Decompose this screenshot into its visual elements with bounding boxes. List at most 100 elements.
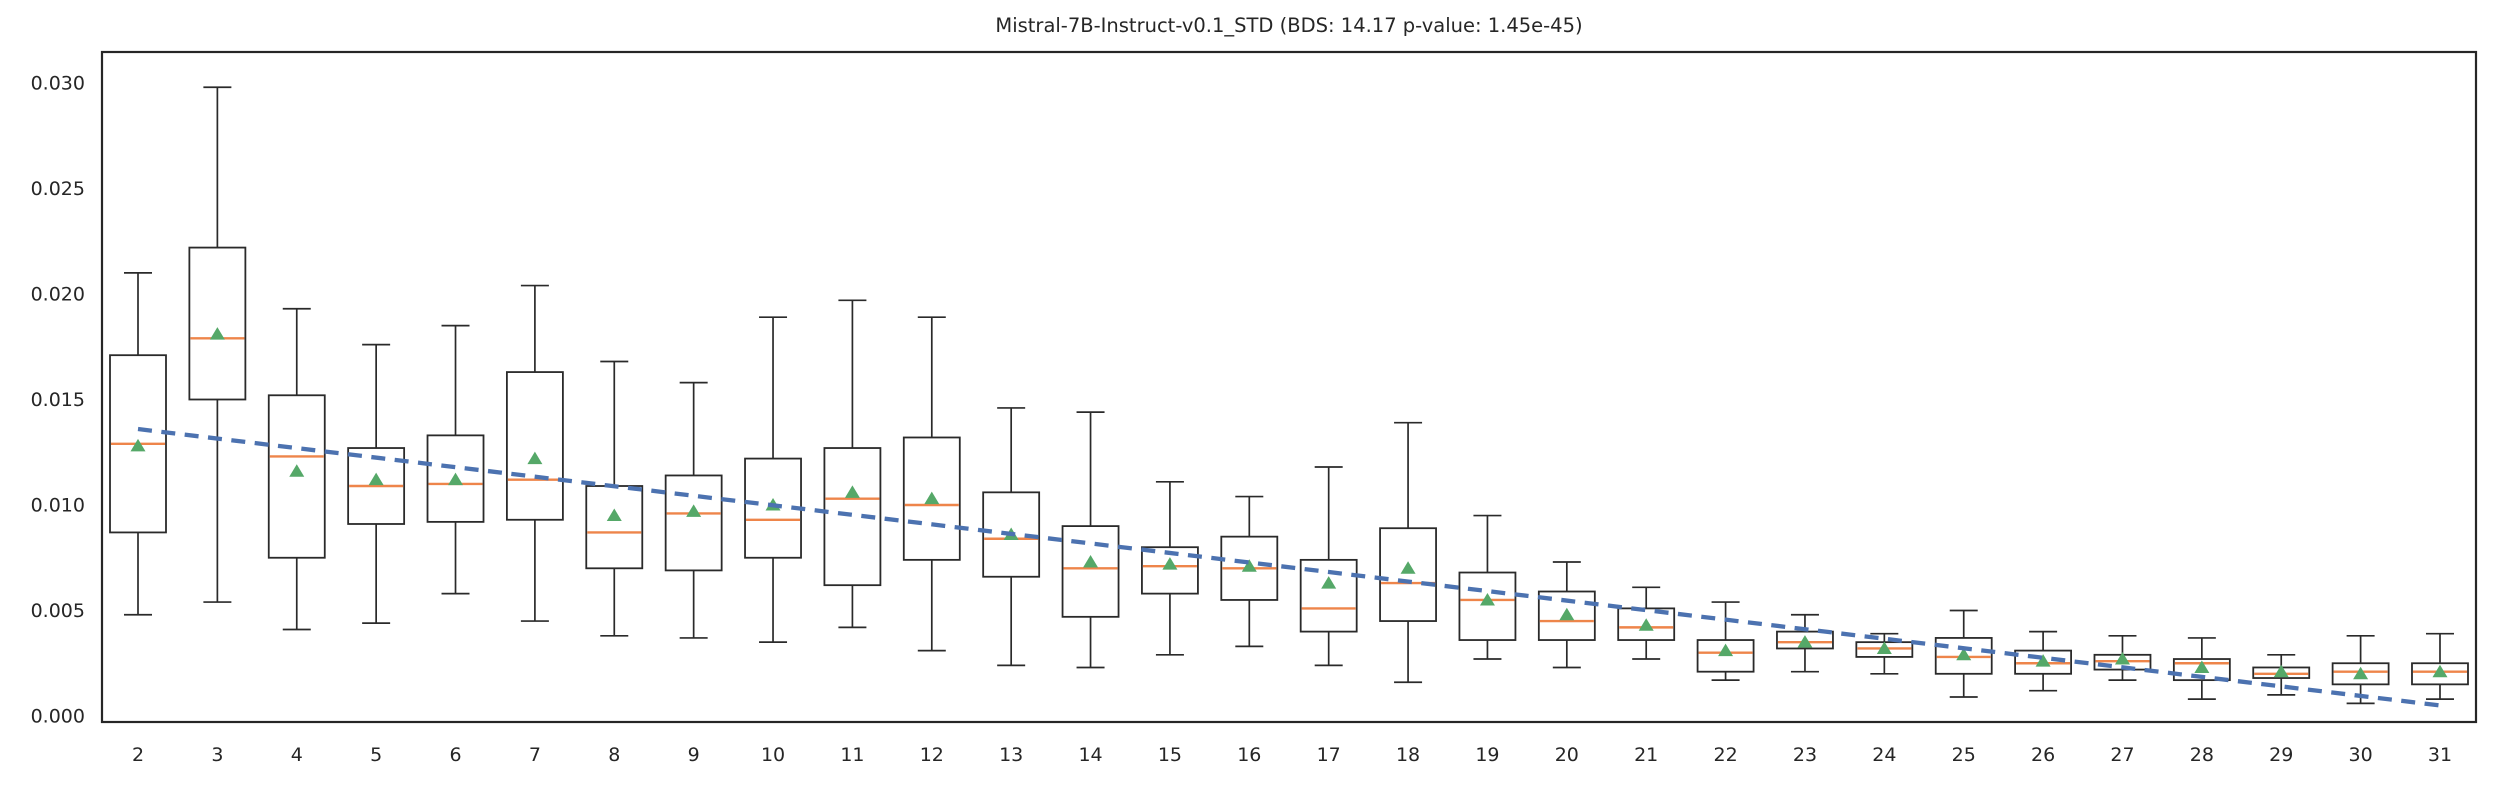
box-plot-group-x16: 16 [1220,495,1279,766]
x-axis-tick-label: 13 [999,744,1023,766]
x-axis-tick-label: 17 [1317,744,1341,766]
box-plot-group-x3: 3 [188,86,247,766]
mean-marker [1479,592,1495,606]
box-plot-group-x31: 31 [2411,632,2469,766]
box-plot-group-x30: 30 [2331,634,2390,766]
box-plot-group-x12: 12 [902,316,961,766]
x-axis-tick-label: 18 [1396,744,1420,766]
box-plot-group-x6: 6 [426,324,485,766]
y-axis-tick-label: 0.000 [31,706,85,728]
box-plot-group-x27: 27 [2093,634,2152,766]
x-axis-tick-label: 23 [1793,744,1817,766]
mean-marker [2194,660,2210,673]
mean-marker [2432,664,2448,678]
mean-marker [2273,664,2289,678]
x-axis-tick-label: 4 [291,744,303,766]
box-plot-group-x18: 18 [1379,421,1437,766]
iqr-box [426,434,485,523]
box-plot-group-x11: 11 [823,299,882,766]
plot-border [100,50,2478,724]
mean-marker [1400,561,1416,574]
box-plot-group-x20: 20 [1537,561,1596,766]
x-axis-tick-label: 19 [1475,744,1499,766]
x-axis-tick-label: 14 [1078,744,1102,766]
box-plot-group-x23: 23 [1776,613,1834,766]
mean-marker [2114,652,2130,665]
box-plot-group-x13: 13 [982,407,1041,766]
mean-marker [130,438,146,452]
mean-marker [448,472,464,486]
iqr-box [188,246,247,401]
x-axis-tick-label: 2 [132,744,144,766]
y-axis-tick-label: 0.005 [31,600,85,622]
mean-marker [1876,641,1892,654]
box-plot-group-x5: 5 [347,343,406,766]
mean-marker [1241,559,1257,572]
mean-marker [1718,643,1734,657]
iqr-box [1458,571,1517,641]
x-axis-tick-label: 7 [529,744,541,766]
box-plot-group-x26: 26 [2014,630,2072,766]
y-axis-tick-label: 0.020 [31,284,85,306]
x-axis-tick-label: 26 [2031,744,2055,766]
x-axis-tick-label: 24 [1872,744,1896,766]
x-axis-tick-label: 8 [608,744,620,766]
mean-marker [289,464,305,477]
x-axis-tick-label: 12 [920,744,944,766]
mean-marker [1321,576,1337,589]
mean-marker [2035,654,2051,667]
iqr-box [1379,527,1437,622]
iqr-box [664,474,723,572]
mean-marker [209,327,225,340]
mean-marker [368,472,384,486]
x-axis-tick-label: 27 [2110,744,2134,766]
mean-marker [1797,635,1813,648]
chart-title: Mistral-7B-Instruct-v0.1_STD (BDS: 14.17… [995,14,1582,37]
x-axis-tick-label: 30 [2349,744,2373,766]
x-axis-tick-label: 10 [761,744,785,766]
x-axis-tick-label: 5 [370,744,382,766]
box-plot-group-x28: 28 [2172,637,2231,766]
x-axis-tick-label: 31 [2428,744,2452,766]
mean-marker [924,491,940,505]
mean-marker [606,508,622,522]
x-axis-tick-label: 11 [840,744,864,766]
y-axis-tick-label: 0.030 [31,73,85,95]
box-plot-group-x14: 14 [1061,411,1120,766]
x-axis-tick-label: 21 [1634,744,1658,766]
x-axis-tick-label: 16 [1237,744,1261,766]
mean-marker [686,504,702,517]
box-plot-group-x22: 22 [1696,601,1755,766]
iqr-box [1061,525,1120,618]
mean-marker [2353,666,2369,680]
iqr-box [505,371,564,521]
y-axis-tick-label: 0.010 [31,495,85,517]
mean-marker [1162,557,1178,570]
x-axis-tick-label: 22 [1713,744,1737,766]
mean-marker [1559,607,1575,621]
box-plot-group-x9: 9 [664,381,723,766]
x-axis-tick-label: 20 [1555,744,1579,766]
y-axis-tick-label: 0.025 [31,178,85,200]
box-plot-group-x8: 8 [585,360,644,766]
x-axis-tick-label: 25 [1952,744,1976,766]
box-plot-group-x25: 25 [1934,609,1993,766]
x-axis-tick-label: 29 [2269,744,2293,766]
box-plot-group-x15: 15 [1141,480,1199,766]
box-plot-group-x2: 2 [109,272,167,766]
box-plot-group-x24: 24 [1855,632,1914,766]
mean-marker [844,485,860,498]
box-plot-group-x7: 7 [505,284,564,766]
box-plot-group-x19: 19 [1458,514,1517,766]
mean-marker [527,451,543,465]
x-axis-tick-label: 28 [2190,744,2214,766]
x-axis-tick-label: 6 [449,744,461,766]
mean-marker [1638,618,1654,631]
box-plot-group-x10: 10 [744,316,802,766]
box-plot-group-x4: 4 [267,307,326,766]
iqr-box [585,485,644,570]
mean-marker [1956,647,1972,661]
